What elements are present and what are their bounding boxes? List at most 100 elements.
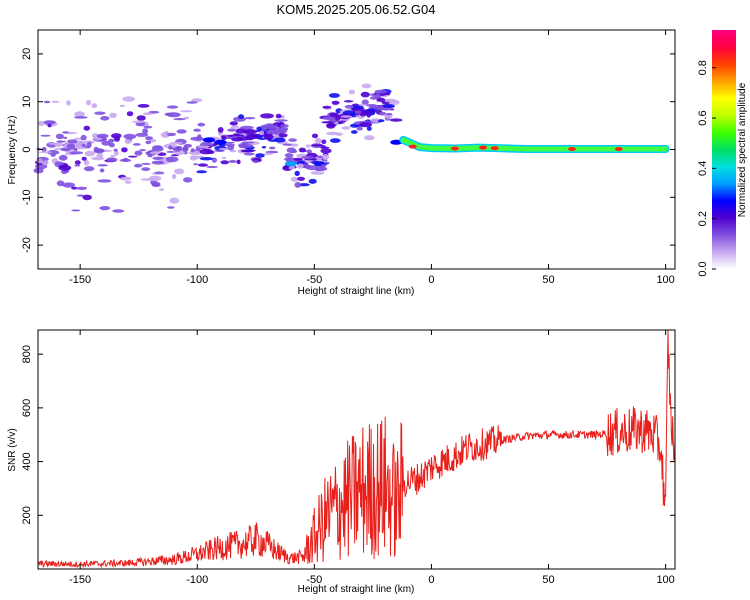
spectrogram-blob [199,157,214,161]
spectrogram-blob [69,151,84,155]
spectrogram-blob [97,164,108,167]
spectrogram-blob [97,179,112,183]
spectrogram-blob [40,134,51,137]
spectrogram-blob [83,125,91,131]
spectrogram-blob [124,180,132,184]
spectrogram-blob [132,143,141,146]
spectrogram-blob [286,147,296,153]
spectrogram-blob [217,126,224,133]
spectrogram-blob [167,206,175,209]
spectrogram-blob [310,171,325,175]
spectrogram-blob [174,168,185,175]
spectrogram-blob [33,167,44,174]
spectrogram-blob [360,91,370,98]
spectrogram-blob [221,156,226,160]
spectrogram-blob [284,153,294,158]
spectrogram-blob [152,145,163,149]
x-tick-label: -150 [69,274,91,286]
spectrogram-blob [230,125,240,129]
spectrogram-blob [294,170,300,177]
spectrogram-blob [275,113,282,119]
spectrogram-blob [56,140,67,143]
spectrogram-blob [260,124,274,130]
spectrogram-blob [245,133,260,140]
spectrogram-blob [126,111,134,117]
spectrogram-blob [108,138,115,143]
spectrogram-peak [568,147,576,151]
spectrogram-blob [96,133,109,139]
spectrogram-y-label: Frequency (Hz) [7,116,18,185]
spectrogram-blob [229,149,237,153]
spectrogram-blob [81,156,87,161]
spectrogram-blob [364,135,375,141]
spectrogram-blob [372,107,382,110]
spectrogram-blob [176,129,187,134]
spectrogram-blob [140,178,155,181]
spectrogram-blob [321,121,333,124]
spectrogram-blob [291,143,299,147]
spectrogram-blob [232,134,244,137]
spectrogram-blob [189,155,198,161]
spectrogram-blob [193,163,198,166]
spectrogram-blob [179,110,193,113]
spectrogram-blob [354,110,362,114]
spectrogram-blob [93,148,105,154]
spectrogram-blob [344,104,354,109]
spectrogram-blob [166,132,177,137]
spectrogram-blob [317,155,323,159]
spectrogram-blob [321,145,326,148]
spectrogram-blob [166,105,179,109]
spectrogram-blob [320,148,332,154]
y-tick-label: 10 [21,96,33,108]
spectrogram-blob [131,120,146,123]
spectrogram-blob [183,177,193,183]
spectrogram-blob [359,122,373,128]
spectrogram-blob [278,127,288,133]
x-tick-label: 0 [428,274,434,286]
spectrogram-blob [83,160,90,166]
spectrogram-blob [165,156,179,163]
spectrogram-blob [137,104,150,108]
spectrogram-blob [81,144,87,147]
spectrogram-blob [182,147,189,152]
x-tick-label: 50 [542,574,554,586]
x-tick-label: 0 [428,574,434,586]
spectrogram-blob [121,147,128,153]
spectrogram-blob [261,146,267,149]
spectrogram-blob [76,194,86,197]
spectrogram-blob [227,144,235,151]
spectrogram-blob [134,163,143,168]
spectrogram-blob [136,115,146,121]
spectrogram-blob [329,138,341,143]
y-tick-label: -20 [21,237,33,253]
spectrogram-blob [366,112,371,118]
spectrogram-blob [112,209,125,213]
y-tick-label: 400 [21,452,33,470]
spectrogram-blob [63,136,68,139]
spectrogram-peak [614,147,623,151]
spectrogram-blob [38,151,53,154]
spectrogram-blob [113,150,119,156]
spectrogram-blob [168,145,173,150]
spectrogram-blob [94,111,106,115]
spectrogram-blob [359,112,367,117]
spectrogram-blob [113,148,118,152]
spectrogram-blob [143,125,153,129]
spectrogram-blob [134,150,143,156]
spectrogram-blob [122,96,135,102]
snr-y-label: SNR (v/v) [7,428,18,471]
spectrogram-blob [74,164,81,167]
spectrogram-blob [128,155,138,158]
spectrogram-blob [243,152,255,156]
spectrogram-blob [376,97,386,102]
spectrogram-blob [169,197,180,204]
spectrogram-ridge-mid [400,137,669,152]
spectrogram-blob [73,137,83,141]
spectrogram-blob [383,107,390,111]
spectrogram-blob [84,150,96,157]
spectrogram-blob [169,141,183,145]
colorbar-tick-label: 0.8 [697,60,709,75]
spectrogram-blob [211,157,217,163]
spectrogram-blob [306,144,311,148]
